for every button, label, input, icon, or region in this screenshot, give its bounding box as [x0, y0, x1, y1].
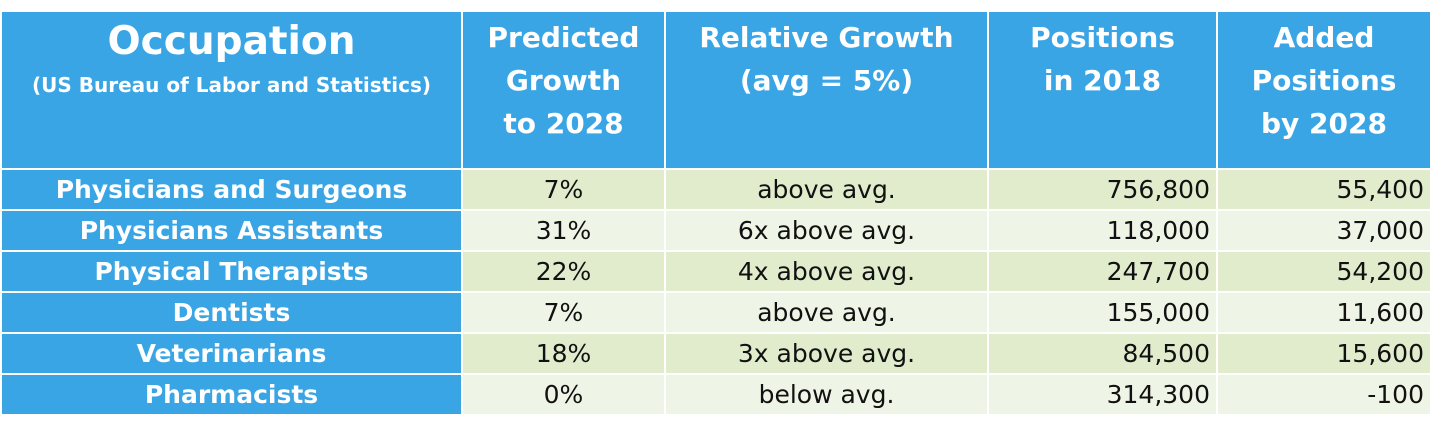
header-added-positions: Added Positions by 2028 [1216, 10, 1432, 170]
header-added-line-3: by 2028 [1261, 107, 1387, 140]
header-growth-line-3: to 2028 [503, 107, 624, 140]
growth-cell: 0% [461, 373, 666, 416]
occupation-cell: Dentists [0, 291, 463, 334]
positions-2018-cell: 314,300 [987, 373, 1218, 416]
table-row: Physicians and Surgeons 7% above avg. 75… [0, 168, 1432, 211]
header-positions-2018: Positions in 2018 [987, 10, 1218, 170]
added-positions-cell: 37,000 [1216, 209, 1432, 252]
table-row: Pharmacists 0% below avg. 314,300 -100 [0, 373, 1432, 416]
added-positions-cell: 54,200 [1216, 250, 1432, 293]
positions-2018-cell: 247,700 [987, 250, 1218, 293]
occupation-cell: Veterinarians [0, 332, 463, 375]
growth-cell: 18% [461, 332, 666, 375]
header-added-line-2: Positions [1251, 64, 1397, 97]
positions-2018-cell: 155,000 [987, 291, 1218, 334]
header-growth-line-2: Growth [505, 64, 622, 97]
added-positions-cell: 15,600 [1216, 332, 1432, 375]
relative-growth-cell: 4x above avg. [664, 250, 989, 293]
occupation-cell: Physical Therapists [0, 250, 463, 293]
table-row: Veterinarians 18% 3x above avg. 84,500 1… [0, 332, 1432, 375]
occupation-cell: Physicians and Surgeons [0, 168, 463, 211]
relative-growth-cell: above avg. [664, 291, 989, 334]
relative-growth-cell: 6x above avg. [664, 209, 989, 252]
relative-growth-cell: 3x above avg. [664, 332, 989, 375]
occupation-cell: Physicians Assistants [0, 209, 463, 252]
header-relative-line-1: Relative Growth [699, 21, 954, 54]
header-row: Occupation (US Bureau of Labor and Stati… [0, 10, 1432, 170]
header-occupation-title: Occupation [107, 19, 356, 64]
growth-cell: 7% [461, 291, 666, 334]
relative-growth-cell: below avg. [664, 373, 989, 416]
table-row: Dentists 7% above avg. 155,000 11,600 [0, 291, 1432, 334]
header-relative-growth: Relative Growth (avg = 5%) [664, 10, 989, 170]
header-relative-line-2: (avg = 5%) [739, 64, 914, 97]
positions-2018-cell: 84,500 [987, 332, 1218, 375]
occupation-growth-table: Occupation (US Bureau of Labor and Stati… [0, 10, 1432, 416]
header-growth-line-1: Predicted [487, 21, 640, 54]
header-occupation-subtitle: (US Bureau of Labor and Statistics) [32, 73, 431, 97]
occupation-cell: Pharmacists [0, 373, 463, 416]
occupation-growth-table-container: Occupation (US Bureau of Labor and Stati… [0, 10, 1432, 416]
table-row: Physical Therapists 22% 4x above avg. 24… [0, 250, 1432, 293]
header-predicted-growth: Predicted Growth to 2028 [461, 10, 666, 170]
relative-growth-cell: above avg. [664, 168, 989, 211]
header-occupation: Occupation (US Bureau of Labor and Stati… [0, 10, 463, 170]
header-positions-line-2: in 2018 [1043, 64, 1162, 97]
header-positions-line-1: Positions [1030, 21, 1175, 54]
positions-2018-cell: 118,000 [987, 209, 1218, 252]
added-positions-cell: 11,600 [1216, 291, 1432, 334]
header-added-line-1: Added [1273, 21, 1375, 54]
added-positions-cell: 55,400 [1216, 168, 1432, 211]
positions-2018-cell: 756,800 [987, 168, 1218, 211]
growth-cell: 22% [461, 250, 666, 293]
table-row: Physicians Assistants 31% 6x above avg. … [0, 209, 1432, 252]
growth-cell: 7% [461, 168, 666, 211]
growth-cell: 31% [461, 209, 666, 252]
added-positions-cell: -100 [1216, 373, 1432, 416]
